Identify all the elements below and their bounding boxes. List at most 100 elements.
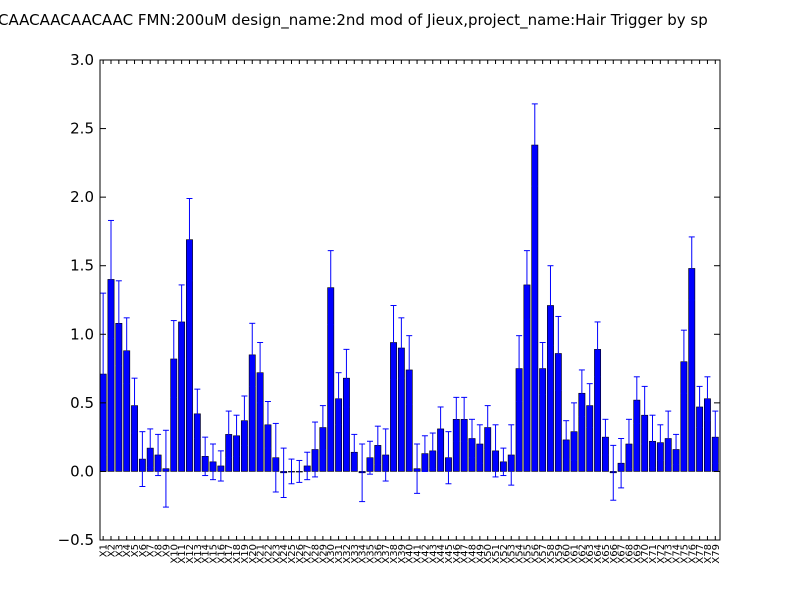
x-tick-label: X67 [617, 544, 628, 564]
error-bar-X48 [469, 418, 475, 459]
x-tick-label: X50 [483, 544, 494, 564]
x-tick-label: X22 [263, 544, 274, 564]
x-tick-label: X74 [672, 544, 683, 564]
error-bar-X12 [186, 198, 193, 282]
error-bar-X18 [233, 414, 240, 457]
x-tick-label: X13 [193, 544, 204, 564]
x-tick-label: X23 [271, 544, 282, 564]
x-tick-label: X57 [538, 544, 549, 564]
error-bar-X14 [202, 436, 209, 477]
error-bar-X58 [547, 265, 554, 346]
x-tick-label: X10 [169, 544, 180, 564]
x-tick-label: X18 [232, 544, 243, 564]
x-tick-label: X30 [326, 544, 337, 564]
x-tick-label: X34 [358, 544, 369, 564]
x-tick-label: X8 [154, 544, 165, 557]
error-bar-X61 [571, 402, 578, 461]
bars-layer [99, 144, 719, 474]
x-tick-label: X49 [475, 544, 486, 564]
x-tick-label: X68 [624, 544, 635, 564]
error-bar-X78 [704, 376, 711, 422]
x-tick-label: X16 [216, 544, 227, 564]
error-bar-X13 [194, 388, 201, 440]
error-bar-X2 [107, 219, 114, 339]
x-tick-label: X72 [656, 544, 667, 564]
x-tick-label: X19 [240, 544, 251, 564]
error-bar-X29 [319, 405, 326, 450]
error-bar-X69 [633, 376, 640, 424]
x-tick-label: X38 [389, 544, 400, 564]
y-tick-label: −0.5 [58, 531, 94, 549]
error-bar-X73 [665, 410, 672, 467]
error-bar-X23 [272, 422, 279, 493]
x-tick-label: X62 [577, 544, 588, 564]
x-tick-label: X54 [515, 544, 526, 564]
error-bar-X33 [351, 433, 358, 471]
x-tick-label: X25 [287, 544, 298, 564]
x-tick-label: X35 [365, 544, 376, 564]
x-tick-label: X59 [554, 544, 565, 564]
error-bar-X35 [366, 440, 373, 475]
x-tick-label: X46 [452, 544, 463, 564]
x-tick-label: X20 [248, 544, 259, 564]
error-bar-X30 [327, 250, 334, 326]
error-bar-X1 [100, 292, 107, 456]
error-bar-X67 [618, 438, 625, 489]
error-bar-X72 [657, 424, 664, 461]
error-bar-X32 [343, 348, 350, 408]
x-tick-label: X52 [499, 544, 510, 564]
error-bar-X79 [712, 410, 719, 464]
error-bar-X74 [673, 433, 680, 466]
error-bar-X75 [680, 329, 687, 394]
x-tick-label: X79 [711, 544, 722, 564]
error-bar-X37 [382, 428, 389, 482]
error-bar-X19 [241, 395, 248, 446]
x-axis: X1X2X3X4X5X6X7X8X9X10X11X12X13X14X15X16X… [99, 60, 722, 564]
x-tick-label: X77 [695, 544, 706, 564]
x-tick-label: X58 [546, 544, 557, 564]
x-tick-label: X41 [413, 544, 424, 564]
x-tick-label: X42 [420, 544, 431, 564]
x-tick-label: X44 [436, 544, 447, 564]
y-tick-label: 2.5 [70, 120, 94, 138]
error-bar-X42 [421, 435, 428, 472]
x-tick-label: X71 [648, 544, 659, 564]
y-tick-label: 1.5 [70, 257, 94, 275]
error-bar-X47 [461, 396, 468, 442]
x-tick-label: X12 [185, 544, 196, 564]
error-bar-X62 [578, 369, 585, 418]
error-bar-X66 [610, 444, 617, 501]
bar-X56 [531, 144, 539, 472]
error-bar-X57 [539, 342, 546, 396]
x-tick-label: X56 [530, 544, 541, 564]
error-bar-X51 [492, 424, 499, 478]
x-tick-label: X27 [303, 544, 314, 564]
x-tick-label: X40 [405, 544, 416, 564]
error-bar-X8 [155, 433, 162, 477]
error-bar-X52 [500, 447, 507, 477]
error-bar-X71 [649, 414, 656, 468]
x-tick-label: X9 [161, 544, 172, 557]
y-tick-label: 1.0 [70, 325, 94, 343]
x-tick-label: X7 [146, 544, 157, 557]
error-bar-X70 [641, 385, 648, 445]
error-bar-X43 [429, 432, 436, 470]
y-tick-label: 3.0 [70, 51, 94, 69]
error-bar-X55 [523, 250, 530, 320]
x-tick-label: X15 [209, 544, 220, 564]
error-bar-X77 [696, 385, 703, 429]
x-tick-label: X29 [318, 544, 329, 564]
error-bar-X27 [304, 451, 311, 481]
x-tick-label: X4 [122, 544, 133, 557]
error-bar-X41 [414, 443, 421, 494]
error-bar-X36 [374, 425, 381, 466]
x-tick-label: X24 [279, 544, 290, 564]
error-bar-X60 [563, 420, 570, 460]
error-bar-X76 [688, 236, 695, 301]
x-tick-label: X76 [687, 544, 698, 564]
error-bar-X6 [139, 431, 146, 488]
error-bar-X16 [217, 450, 224, 482]
chart-title: CAACAACAACAAC FMN:200uM design_name:2nd … [0, 11, 708, 30]
y-tick-label: 0.5 [70, 394, 94, 412]
error-bar-X24 [280, 447, 287, 498]
